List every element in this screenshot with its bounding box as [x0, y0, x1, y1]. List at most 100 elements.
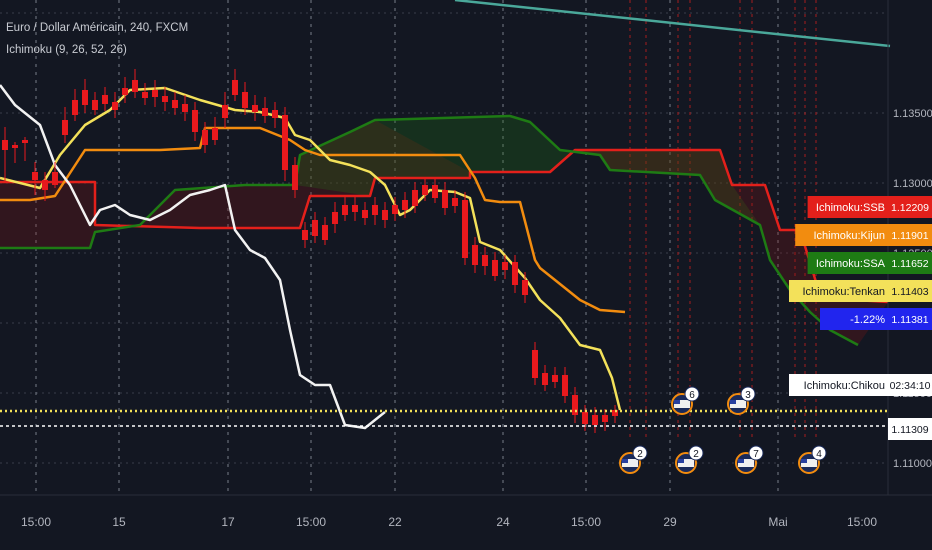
- series-value-text: 1.12209: [891, 202, 929, 214]
- series-price-label: Ichimoku:SSA 1.11652: [807, 252, 932, 274]
- series-value-tag: [888, 280, 932, 302]
- series-name-tag: [795, 224, 888, 246]
- candle-body: [552, 375, 558, 382]
- series-name-text: Ichimoku:Kijun: [813, 230, 885, 242]
- event-badge: 3: [727, 386, 756, 415]
- series-value-tag: [888, 252, 932, 274]
- event-badge-count-bg: [688, 445, 704, 461]
- event-badge-count-bg: [740, 386, 756, 402]
- candle-body: [162, 96, 168, 102]
- series-name-text: Ichimoku:SSA: [816, 258, 886, 270]
- candle-body: [232, 80, 238, 95]
- event-badge-count: 2: [637, 449, 643, 460]
- flag-canton: [801, 459, 807, 463]
- series-name-text: Ichimoku:SSB: [816, 202, 885, 214]
- candle-body: [382, 210, 388, 220]
- candle-body: [542, 373, 548, 385]
- series-name-tag: [807, 252, 888, 274]
- chikou-line: [0, 84, 386, 430]
- event-badge-count: 7: [753, 449, 759, 460]
- series-value-tag: [888, 224, 932, 246]
- candle-body: [392, 205, 398, 214]
- candle-body: [92, 100, 98, 110]
- series-value-tag: [888, 418, 932, 440]
- series-value-tag: [888, 196, 932, 218]
- candle-body: [562, 375, 568, 396]
- candle-body: [152, 90, 158, 97]
- candle-body: [452, 198, 458, 206]
- candle-body: [72, 100, 78, 115]
- candle-body: [32, 172, 38, 180]
- trendline: [454, 0, 891, 48]
- candle-body: [602, 415, 608, 422]
- series-value-text: 1.11652: [891, 258, 928, 270]
- candle-body: [422, 185, 428, 195]
- candle-body: [582, 412, 588, 424]
- candle-body: [212, 128, 218, 140]
- series-value-text: 1.11403: [891, 286, 928, 298]
- candle-body: [22, 140, 28, 143]
- candle-body: [192, 110, 198, 132]
- event-badge-count-bg: [811, 445, 827, 461]
- candle-body: [372, 205, 378, 215]
- time-tick-label: 15:00: [21, 515, 51, 529]
- candle-body: [132, 80, 138, 92]
- candle-body: [432, 185, 438, 198]
- candle-body: [322, 225, 328, 240]
- candle-body: [472, 245, 478, 265]
- candle-body: [312, 220, 318, 236]
- series-name-text: Ichimoku:Chikou: [804, 380, 885, 392]
- indicator-legend: Ichimoku (9, 26, 52, 26): [6, 44, 127, 56]
- candle-body: [572, 395, 578, 415]
- event-badge-count: 3: [745, 390, 751, 401]
- candle-body: [242, 92, 248, 108]
- candle-body: [172, 100, 178, 108]
- series-value-text: 1.11901: [891, 230, 928, 242]
- candle-body: [262, 108, 268, 116]
- price-tick-label: 1.11000: [893, 458, 932, 470]
- event-badge: 4: [798, 445, 827, 474]
- candle-body: [222, 105, 228, 118]
- candle-body: [302, 230, 308, 240]
- series-value-text: 1.11381: [891, 314, 928, 326]
- time-tick-label: 24: [496, 515, 510, 529]
- candle-body: [522, 280, 528, 295]
- series-price-label: Ichimoku:Kijun 1.11901: [795, 224, 932, 246]
- flag-canton: [730, 400, 736, 404]
- series-value-text: 02:34:10: [890, 380, 931, 392]
- flag-canton: [678, 459, 684, 463]
- event-badge: 2: [675, 445, 704, 474]
- symbol-legend: Euro / Dollar Américain, 240, FXCM: [6, 22, 189, 34]
- candle-body: [512, 262, 518, 285]
- event-badge-count-bg: [748, 445, 764, 461]
- candle-body: [482, 255, 488, 266]
- candle-body: [42, 180, 48, 190]
- time-tick-label: 15: [112, 515, 126, 529]
- candle-body: [612, 410, 618, 416]
- time-axis-bg: [0, 495, 932, 550]
- flag-canton: [622, 459, 628, 463]
- price-tick-label: 1.13500: [893, 108, 932, 120]
- tenkan-line: [0, 86, 622, 411]
- flag-icon: [678, 459, 694, 467]
- candle-body: [122, 88, 128, 95]
- series-value-text: 1.11309: [891, 424, 928, 436]
- candle-body: [272, 110, 278, 118]
- candle-body: [2, 140, 8, 150]
- flag-canton: [738, 459, 744, 463]
- candle-body: [102, 95, 108, 104]
- event-badge-count: 6: [689, 390, 695, 401]
- time-tick-label: 15:00: [296, 515, 326, 529]
- series-name-tag: [789, 280, 888, 302]
- time-tick-label: 15:00: [847, 515, 877, 529]
- candle-body: [202, 130, 208, 145]
- candle-body: [292, 165, 298, 190]
- candle-body: [492, 260, 498, 276]
- candle-body: [182, 104, 188, 112]
- candle-body: [402, 200, 408, 210]
- candle-body: [52, 172, 58, 185]
- candle-body: [62, 120, 68, 135]
- series-price-label: Ichimoku:Chikou 02:34:10: [789, 374, 932, 396]
